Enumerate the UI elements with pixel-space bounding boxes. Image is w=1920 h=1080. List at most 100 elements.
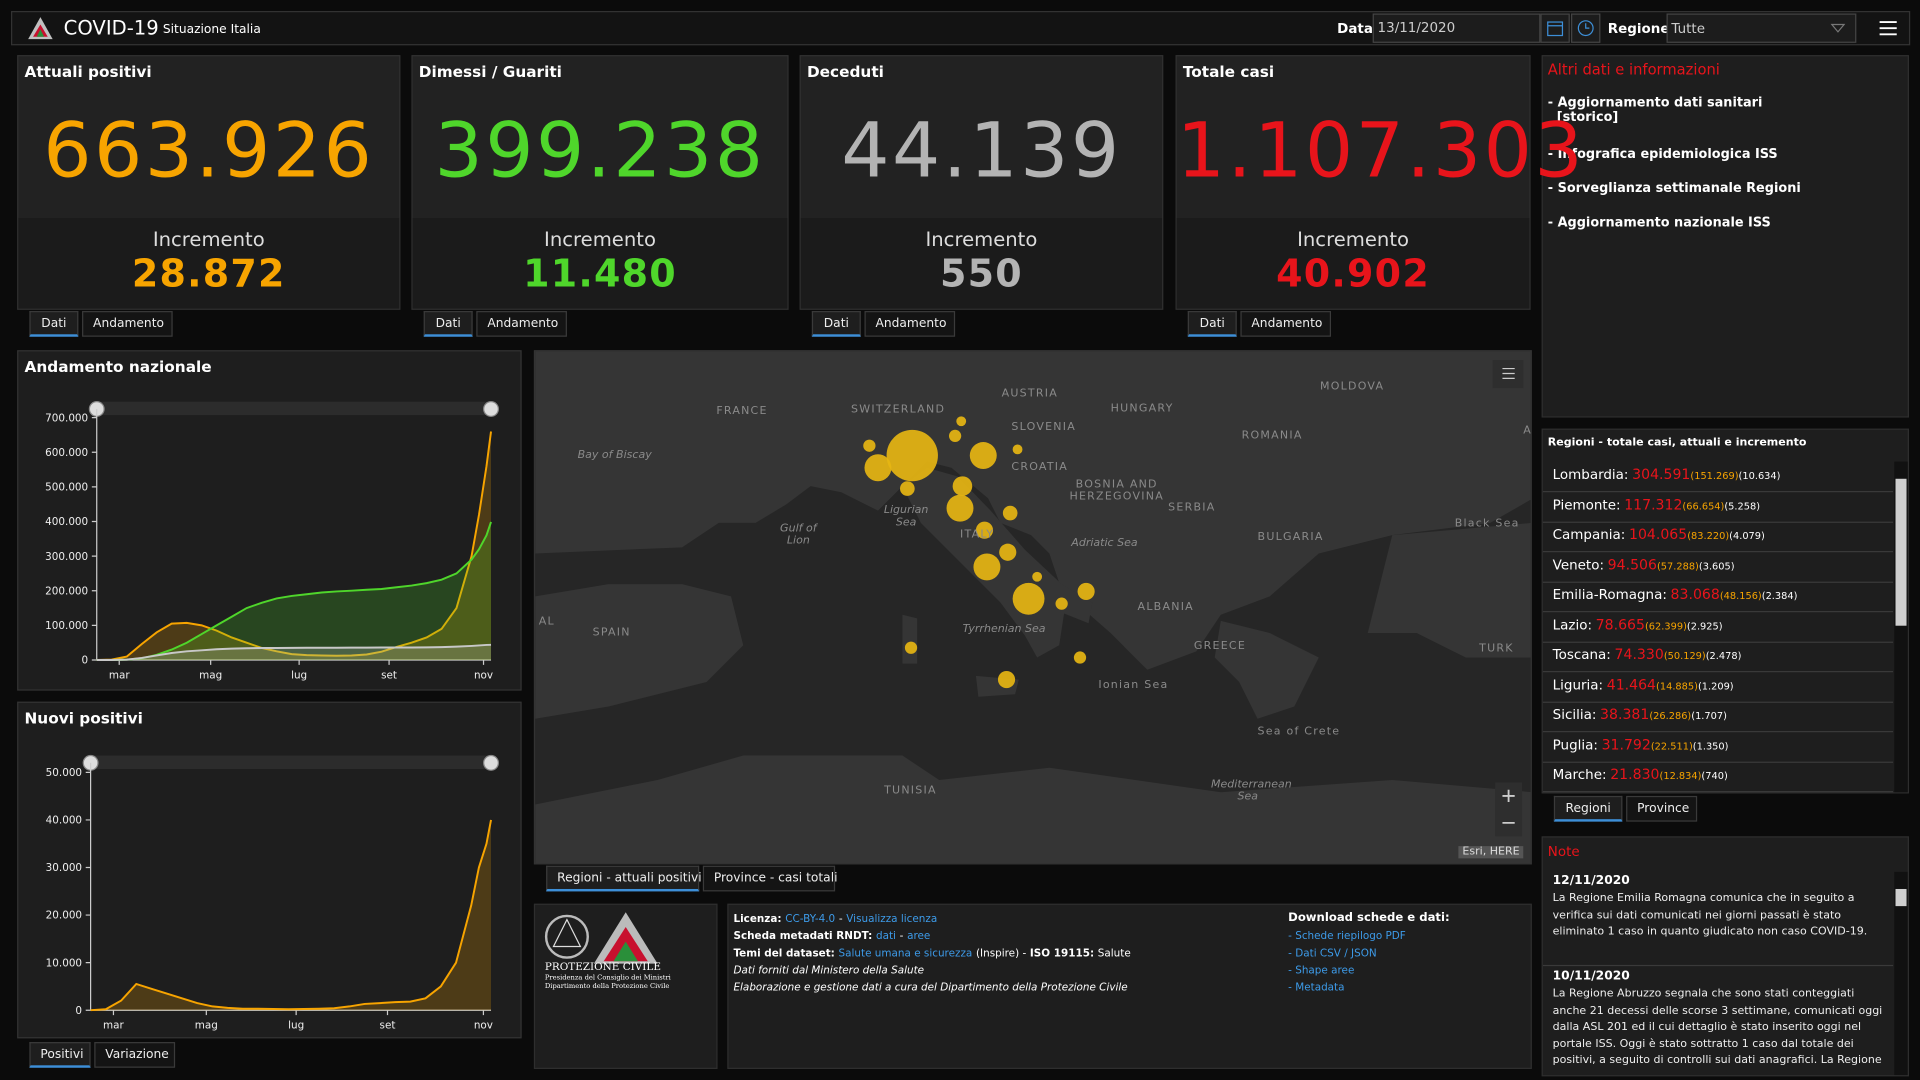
region-row: Emilia-Romagna: 83.068(48.156)(2.384) <box>1542 583 1894 613</box>
legend-button[interactable] <box>1492 360 1524 389</box>
region-select[interactable]: Tutte <box>1666 13 1857 43</box>
map-label: SERBIA <box>1168 502 1216 515</box>
series-line <box>90 819 492 1012</box>
area-fill <box>96 644 492 660</box>
license-link[interactable]: dati <box>875 930 896 943</box>
bubble <box>952 476 973 496</box>
x-tick-label: mag <box>195 1020 218 1032</box>
region-total: 94.506 <box>1607 555 1657 573</box>
scrollbar[interactable] <box>1894 461 1908 793</box>
info-link[interactable]: - Aggiornamento nazionale ISS <box>1547 215 1771 231</box>
map-label: Sea of Crete <box>1257 726 1341 739</box>
tab[interactable]: Dati <box>423 311 473 337</box>
notes-scrollbar[interactable] <box>1894 871 1908 1076</box>
region-total: 304.591 <box>1632 465 1691 483</box>
map-label: ITALY <box>960 528 995 542</box>
region-row: Sicilia: 38.381(26.286)(1.707) <box>1542 703 1894 733</box>
download-link[interactable]: - Dati CSV / JSON <box>1288 947 1377 960</box>
x-tick-label: mar <box>103 1020 124 1032</box>
region-row: Puglia: 31.792(22.511)(1.350) <box>1542 733 1894 763</box>
region-active: (26.286) <box>1649 710 1692 722</box>
chart: 0 100.000 200.000 300.000 400.000 500.000 600.… <box>45 401 499 681</box>
tab[interactable]: Variazione <box>94 1042 176 1068</box>
tab[interactable]: Regioni - attuali positivi <box>546 865 702 892</box>
license-link[interactable]: aree <box>907 930 931 943</box>
tab[interactable]: Andamento <box>864 311 956 337</box>
notes-panel: Note 12/11/2020 La Regione Emilia Romagna… <box>1541 836 1909 1077</box>
bubble <box>1055 597 1068 610</box>
emblems <box>544 912 658 964</box>
bubble <box>973 553 1001 581</box>
region-active: (50.129) <box>1663 650 1706 662</box>
bubble <box>1012 582 1045 615</box>
x-tick-label: nov <box>474 669 493 681</box>
y-tick-label: 400.000 <box>45 516 88 528</box>
y-tick-label: 700.000 <box>45 412 88 424</box>
info-link[interactable]: - Infografica epidemiologica ISS <box>1547 146 1778 162</box>
license-link[interactable]: Visualizza licenza <box>846 913 938 926</box>
time-button[interactable] <box>1571 13 1601 43</box>
tab[interactable]: Province - casi totali <box>702 865 837 892</box>
y-tick-label: 10.000 <box>46 957 82 969</box>
y-tick-label: 20.000 <box>46 910 82 922</box>
tab[interactable]: Dati <box>811 311 861 337</box>
map-basemap <box>535 351 1531 864</box>
logo-text: PROTEZIONE CIVILE Presidenza del Consigli… <box>545 961 716 992</box>
license-text: - <box>838 913 843 926</box>
map-label: Gulf of Lion <box>780 522 817 548</box>
license-text: (Inspire) - <box>975 947 1027 960</box>
map-label: AUSTRIA <box>1001 388 1058 401</box>
zoom-controls[interactable] <box>1495 782 1523 837</box>
info-link[interactable]: - Sorveglianza settimanale Regioni <box>1547 181 1801 196</box>
slider-handle <box>483 401 499 417</box>
license-link[interactable]: Salute umana e sicurezza <box>838 947 973 960</box>
tab[interactable]: Dati <box>1187 311 1237 337</box>
bubble <box>975 521 994 539</box>
bubble <box>956 416 967 427</box>
info-link[interactable]: - Aggiornamento dati sanitari [storico] <box>1547 95 1763 125</box>
map-label: TURK <box>1479 642 1514 656</box>
tab[interactable]: Andamento <box>476 311 567 337</box>
region-increment: (2.925) <box>1686 620 1723 632</box>
tab[interactable]: Andamento <box>1240 311 1332 337</box>
bubble <box>1032 571 1043 582</box>
tab[interactable]: Dati <box>29 311 79 337</box>
series-line <box>96 431 492 661</box>
download-link[interactable]: - Schede riepilogo PDF <box>1288 930 1406 943</box>
map-label: BULGARIA <box>1257 531 1324 544</box>
calendar-button[interactable] <box>1540 13 1570 43</box>
menu-button[interactable] <box>1878 18 1898 38</box>
bubble <box>1077 582 1095 600</box>
region-total: 41.464 <box>1606 675 1657 693</box>
tab[interactable]: Province <box>1626 795 1698 822</box>
kpi-value: 1.107.303 <box>1176 105 1586 195</box>
download-link[interactable]: - Metadata <box>1288 982 1345 995</box>
region-total: 74.330 <box>1614 645 1664 663</box>
license-link[interactable]: CC-BY-4.0 <box>785 913 836 926</box>
kpi-title: Deceduti <box>806 62 884 81</box>
region-active: (66.654) <box>1682 500 1725 512</box>
logo-line: PROTEZIONE CIVILE <box>544 961 661 974</box>
kpi-card: Deceduti 44.139 Incremento 550 <box>799 55 1164 310</box>
area-fill <box>96 521 492 660</box>
tab[interactable]: Regioni <box>1553 795 1623 822</box>
tab[interactable]: Andamento <box>82 311 173 337</box>
select-arrow <box>1830 23 1846 33</box>
map-label: HUNGARY <box>1110 402 1174 416</box>
bubble <box>1012 444 1023 455</box>
region-name: Toscana: <box>1552 646 1611 663</box>
x-tick-label: set <box>380 1020 396 1032</box>
range-slider <box>96 401 492 416</box>
region-row: Marche: 21.830(12.834)(740) <box>1542 763 1894 793</box>
region-active: (22.511) <box>1650 740 1693 752</box>
map: Esri, HERE FRANCE SWITZERLAND AUSTRIA HUNGA… <box>533 350 1532 865</box>
kpi-title: Attuali positivi <box>24 62 152 81</box>
tab[interactable]: Positivi <box>29 1042 91 1068</box>
date-input[interactable]: 13/11/2020 <box>1372 13 1541 43</box>
license-text: Scheda metadati RNDT: <box>733 930 873 943</box>
map-label: BOSNIA AND HERZEGOVINA <box>1069 478 1164 504</box>
region-increment: (1.707) <box>1691 710 1727 722</box>
download-link[interactable]: - Shape aree <box>1288 964 1355 978</box>
region-increment: (2.478) <box>1705 650 1742 662</box>
region-row: Lazio: 78.665(62.399)(2.925) <box>1542 613 1894 643</box>
